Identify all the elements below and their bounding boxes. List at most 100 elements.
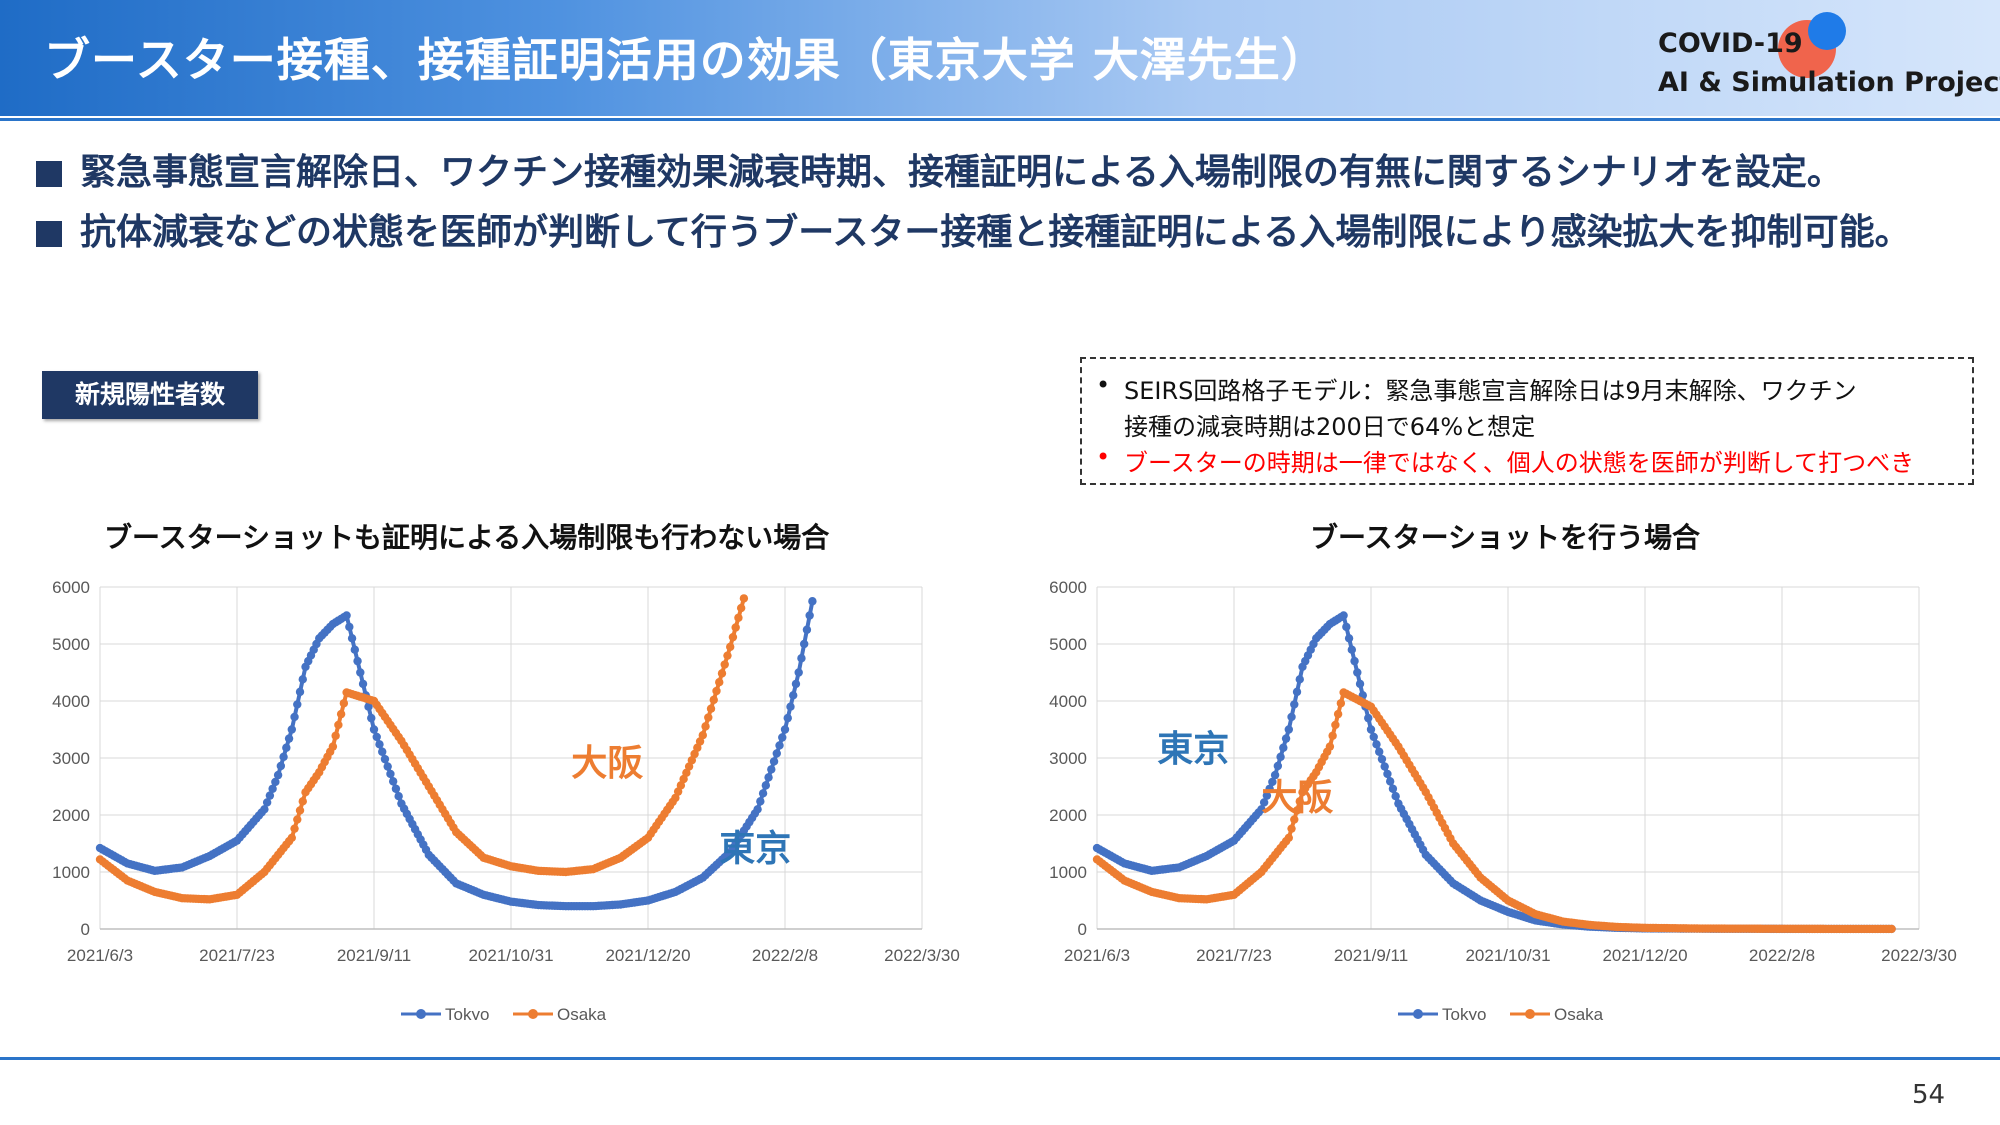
series-osaka [1092, 688, 1896, 934]
data-point [671, 793, 680, 803]
data-point [1388, 784, 1398, 793]
data-point [764, 773, 773, 782]
data-point [720, 660, 729, 669]
bullet-text-1: 緊急事態宣言解除日、ワクチン接種効果減衰時期、接種証明による入場制限の有無に関す… [80, 152, 1843, 193]
data-point [736, 603, 746, 613]
page-title: ブースター接種、接種証明活用の効果（東京大学 大澤先生） [44, 33, 1328, 87]
data-point [1290, 815, 1299, 824]
data-point [739, 594, 749, 603]
y-tick-label: 2000 [1049, 806, 1087, 825]
y-tick-label: 5000 [52, 635, 90, 654]
data-point [339, 699, 349, 708]
y-tick-label: 2000 [52, 806, 90, 825]
data-point [1292, 687, 1302, 697]
data-point [378, 747, 387, 756]
data-point [783, 713, 792, 723]
data-point [679, 774, 688, 784]
data-point [1339, 611, 1348, 620]
data-point [383, 762, 392, 771]
data-point [1383, 769, 1392, 779]
data-point [350, 645, 360, 654]
legend-label: Osaka [557, 1005, 607, 1020]
x-tick-label: 2022/2/8 [752, 946, 818, 965]
data-point [298, 675, 307, 684]
data-point [1259, 798, 1269, 807]
y-tick-label: 0 [1078, 920, 1087, 939]
data-point [794, 668, 803, 677]
data-point [797, 654, 806, 663]
data-point [772, 749, 781, 758]
data-point [1268, 777, 1277, 787]
x-tick-label: 2021/7/23 [1196, 946, 1272, 965]
data-point [356, 668, 365, 677]
x-tick-label: 2021/9/11 [1334, 946, 1408, 965]
data-point [756, 797, 765, 806]
data-point [769, 757, 779, 766]
data-point [701, 722, 710, 731]
data-point [1281, 734, 1291, 743]
data-point [684, 762, 694, 771]
data-point [1279, 743, 1288, 752]
data-point [673, 787, 683, 796]
data-point [276, 761, 286, 771]
data-point [345, 622, 354, 632]
data-point [1366, 725, 1376, 734]
data-point [1347, 645, 1357, 654]
note-line-3: ブースターの時期は一律ではなく、個人の状態を医師が判断して打つべき [1124, 449, 1915, 477]
data-point [753, 805, 762, 814]
data-point [1336, 699, 1346, 708]
data-point [331, 731, 340, 740]
data-point [380, 754, 390, 764]
data-point [1287, 712, 1296, 722]
data-point [682, 768, 691, 778]
x-tick-label: 2021/12/20 [1602, 946, 1687, 965]
data-point [1372, 740, 1381, 749]
series-line-tokyo [1096, 612, 1892, 931]
data-point [709, 695, 718, 705]
footer-divider [0, 1057, 2000, 1060]
data-point [715, 677, 724, 687]
header-bar [0, 0, 2000, 116]
data-point [265, 791, 275, 800]
y-tick-label: 1000 [1049, 863, 1087, 882]
data-point [1385, 777, 1395, 786]
data-point [372, 732, 381, 742]
data-point [279, 752, 288, 762]
data-point [789, 691, 798, 700]
data-point [364, 702, 373, 711]
data-point [1273, 761, 1283, 771]
data-point [687, 756, 697, 765]
data-point [704, 713, 713, 722]
data-point [805, 611, 814, 620]
y-tick-label: 3000 [52, 749, 90, 768]
data-point [734, 613, 743, 622]
data-point [1350, 656, 1359, 666]
data-point [1295, 797, 1304, 806]
annotation-tokyo: 東京 [719, 828, 791, 869]
x-tick-label: 2022/3/30 [884, 946, 960, 965]
data-point [358, 679, 368, 689]
data-point [1364, 713, 1373, 723]
data-point [273, 770, 283, 780]
data-point [293, 815, 302, 824]
series-tokyo [95, 597, 817, 911]
logo-circle-blue [1808, 12, 1846, 50]
data-point [268, 784, 277, 793]
data-point [676, 781, 686, 790]
square-bullet-icon [36, 221, 62, 247]
y-tick-label: 4000 [1049, 692, 1087, 711]
data-point [328, 742, 338, 751]
data-point [1375, 747, 1384, 756]
legend-marker [416, 1009, 426, 1019]
data-point [695, 737, 705, 746]
chart-no-booster: 0 1000 2000 3000 4000 5000 6000 2021/6/3 2021/7/… [52, 578, 960, 1020]
note-bullet-icon-red: • [1096, 443, 1111, 471]
data-point [723, 651, 732, 660]
data-point [1262, 791, 1272, 800]
data-point [1295, 675, 1304, 684]
data-point [388, 777, 398, 786]
x-tick-label: 2022/2/8 [1749, 946, 1815, 965]
data-point [1380, 762, 1389, 771]
data-point [1355, 679, 1365, 689]
legend-label: Osaka [1554, 1005, 1604, 1020]
